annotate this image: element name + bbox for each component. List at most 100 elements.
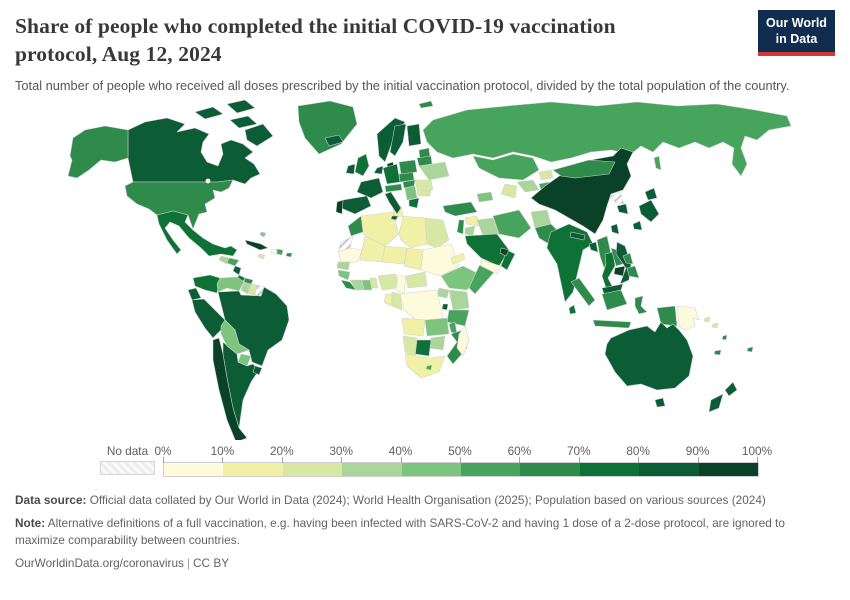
country-spain[interactable] (340, 195, 372, 215)
country-georgia-azerbaijan[interactable] (476, 191, 494, 203)
country-chad[interactable] (403, 247, 424, 271)
country-netherlands-belgium[interactable] (373, 165, 384, 175)
country-north-korea[interactable] (610, 191, 625, 205)
country-oman[interactable] (500, 249, 516, 271)
legend-bin-30-40%[interactable] (342, 463, 402, 476)
country-united-arab-emirates[interactable] (499, 247, 510, 257)
country-honduras[interactable] (226, 257, 240, 267)
country-canada[interactable] (194, 106, 224, 120)
country-chile[interactable] (212, 337, 248, 440)
legend-bin-50-60%[interactable] (461, 463, 521, 476)
country-guinea[interactable] (337, 269, 351, 281)
country-colombia[interactable] (192, 274, 221, 294)
country-ecuador[interactable] (187, 287, 202, 301)
country-taiwan[interactable] (610, 223, 620, 235)
country-japan[interactable] (644, 187, 658, 201)
country-dominican-republic[interactable] (276, 248, 284, 256)
legend-bin-60-70%[interactable] (520, 463, 580, 476)
country-russia[interactable] (422, 101, 792, 177)
country-sweden[interactable] (389, 123, 407, 157)
country-ireland[interactable] (345, 163, 356, 175)
country-cameroon[interactable] (395, 275, 407, 295)
country-japan[interactable] (638, 199, 660, 223)
country-french-guiana[interactable] (254, 284, 265, 297)
country-turkmenistan[interactable] (500, 183, 518, 199)
country-japan[interactable] (632, 220, 643, 231)
country-france[interactable] (356, 177, 384, 199)
country-indonesia[interactable] (634, 295, 648, 315)
country-papua-new-guinea[interactable] (676, 305, 700, 331)
country-ukraine[interactable] (418, 161, 450, 181)
country-romania[interactable] (414, 179, 434, 191)
legend-bin-20-30%[interactable] (282, 463, 343, 476)
country-united-states[interactable] (67, 125, 129, 179)
country-uganda[interactable] (436, 287, 450, 299)
country-poland[interactable] (398, 159, 418, 175)
country-germany[interactable] (382, 163, 401, 185)
country-zimbabwe[interactable] (428, 335, 446, 351)
country-solomon-islands[interactable] (703, 316, 711, 323)
country-haiti[interactable] (270, 248, 278, 255)
country-indonesia[interactable] (570, 277, 596, 307)
country-south-africa[interactable] (404, 353, 446, 379)
country-canada[interactable] (226, 99, 256, 114)
country-italy[interactable] (390, 215, 399, 221)
country-canada[interactable] (244, 123, 274, 147)
legend-no-data[interactable]: No data (100, 444, 155, 475)
country-angola[interactable] (401, 317, 426, 337)
legend-bin-70-80%[interactable] (579, 463, 640, 476)
country-mali[interactable] (359, 235, 386, 263)
country-cuba[interactable] (244, 239, 269, 251)
country-mexico[interactable] (156, 210, 238, 257)
legend-bin-40-50%[interactable] (401, 463, 462, 476)
country-new-zealand[interactable] (724, 381, 738, 397)
country-togo[interactable] (369, 277, 379, 289)
country-australia[interactable] (604, 321, 694, 391)
country-vietnam[interactable] (615, 241, 632, 285)
country-serbia-balkans[interactable] (404, 185, 418, 201)
country-guatemala[interactable] (218, 255, 230, 265)
country-uruguay[interactable] (252, 365, 263, 376)
country-united-states[interactable] (124, 179, 234, 230)
country-syria[interactable] (464, 215, 480, 227)
country-philippines[interactable] (626, 265, 640, 279)
country-italy[interactable] (384, 191, 402, 215)
country-mauritania[interactable] (337, 247, 363, 263)
country-nepal[interactable] (569, 231, 586, 241)
country-sri-lanka[interactable] (568, 304, 577, 315)
country-mongolia[interactable] (552, 159, 616, 179)
country-israel-lebanon[interactable] (456, 219, 465, 235)
country-nicaragua[interactable] (232, 265, 242, 276)
country-paraguay[interactable] (237, 353, 252, 367)
country-kenya[interactable] (448, 289, 470, 311)
country-sudan[interactable] (420, 243, 460, 277)
country-bolivia[interactable] (220, 319, 250, 355)
country-indonesia[interactable] (656, 305, 678, 327)
country-switzerland-austria[interactable] (384, 183, 403, 193)
country-botswana[interactable] (414, 339, 432, 357)
country-canada[interactable] (127, 117, 261, 185)
owid-link[interactable]: OurWorldinData.org/coronavirus (15, 556, 184, 571)
country-greece[interactable] (408, 197, 420, 209)
country-niger[interactable] (381, 245, 408, 265)
country-india[interactable] (546, 223, 594, 303)
country-kyrgyzstan[interactable] (538, 169, 554, 181)
country-fiji[interactable] (746, 346, 754, 353)
country-jordan[interactable] (464, 225, 476, 237)
country-canada[interactable] (229, 115, 258, 129)
country-iran[interactable] (492, 209, 532, 239)
country-kazakhstan[interactable] (472, 153, 540, 181)
legend-bin-90-100%[interactable] (698, 463, 759, 476)
country-nigeria[interactable] (377, 273, 399, 291)
country-congo[interactable] (391, 291, 403, 311)
legend-bin-80-90%[interactable] (639, 463, 699, 476)
country-solomon-islands[interactable] (711, 322, 719, 329)
legend-bin-10-20%[interactable] (223, 463, 283, 476)
country-indonesia[interactable] (601, 289, 628, 311)
country-australia[interactable] (654, 397, 666, 408)
country-gabon[interactable] (383, 293, 393, 307)
country-rwanda[interactable] (441, 303, 449, 311)
country-bahamas[interactable] (259, 231, 267, 238)
country-turkey[interactable] (442, 201, 478, 217)
country-new-zealand[interactable] (708, 393, 724, 413)
